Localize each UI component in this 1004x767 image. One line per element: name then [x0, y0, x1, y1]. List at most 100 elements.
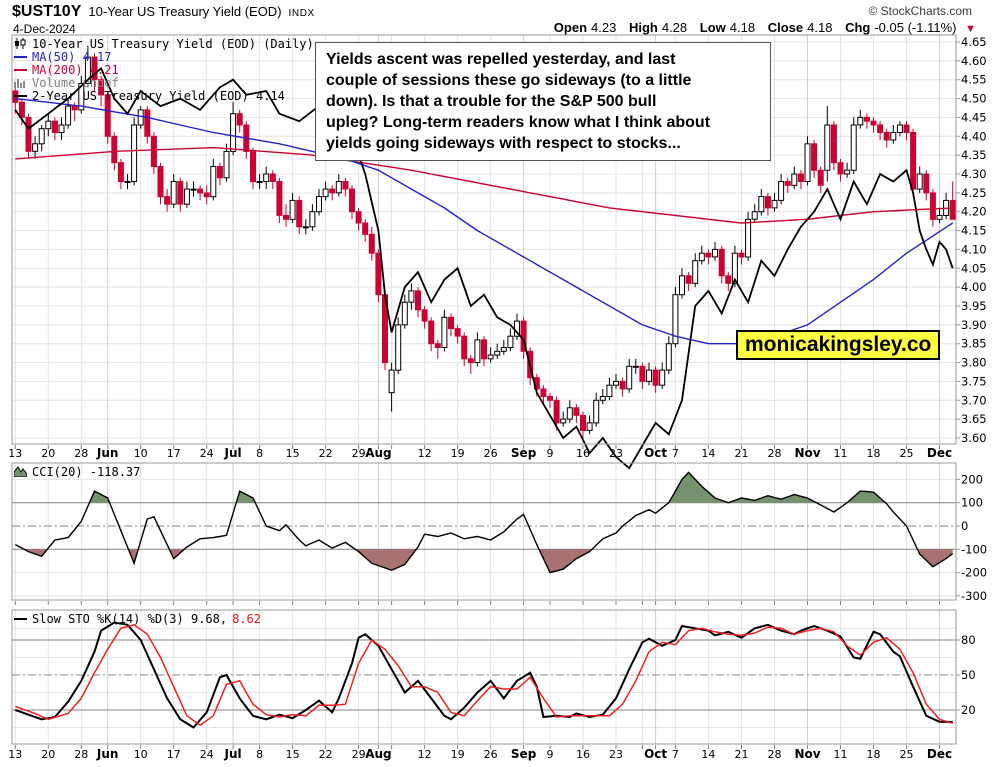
svg-text:21: 21 — [735, 748, 749, 761]
close-label: Close — [767, 20, 804, 35]
reference-levels — [12, 502, 956, 711]
svg-text:19: 19 — [451, 447, 465, 460]
legend-cci-label: CCI(20) -118.37 — [32, 464, 141, 479]
svg-text:22: 22 — [319, 748, 333, 761]
svg-text:4.35: 4.35 — [961, 148, 987, 162]
svg-text:Aug: Aug — [365, 446, 391, 460]
svg-text:11: 11 — [834, 447, 848, 460]
svg-text:80: 80 — [961, 633, 976, 647]
svg-text:Nov: Nov — [794, 747, 820, 761]
legend-cci-row: CCI(20) -118.37 — [14, 464, 141, 479]
svg-text:0: 0 — [961, 519, 968, 533]
high-label: High — [628, 20, 658, 35]
svg-text:Jul: Jul — [224, 747, 242, 761]
low-value: 4.18 — [729, 20, 756, 35]
svg-text:17: 17 — [167, 748, 181, 761]
svg-text:22: 22 — [319, 447, 333, 460]
svg-text:Sep: Sep — [511, 446, 537, 460]
svg-text:4.40: 4.40 — [961, 129, 987, 143]
open-label: Open — [553, 20, 588, 35]
svg-text:13: 13 — [8, 447, 22, 460]
copyright-label: © StockCharts.com — [868, 4, 972, 18]
svg-text:-100: -100 — [961, 542, 987, 556]
svg-text:18: 18 — [867, 748, 881, 761]
cci-positive-fill — [89, 472, 886, 503]
down-triangle-icon: ▼ — [965, 23, 976, 35]
svg-text:3.60: 3.60 — [961, 431, 987, 445]
svg-text:Sep: Sep — [511, 747, 537, 761]
svg-text:15: 15 — [286, 447, 300, 460]
annotation-line: yields going sideways with respect to st… — [326, 135, 681, 152]
svg-text:8: 8 — [256, 748, 263, 761]
svg-text:4.65: 4.65 — [961, 35, 987, 49]
chart-header: $UST10Y 10-Year US Treasury Yield (EOD) IN… — [12, 3, 315, 21]
svg-text:28: 28 — [768, 447, 782, 460]
line-dash-icon — [14, 68, 27, 71]
svg-text:10: 10 — [134, 447, 148, 460]
svg-text:8: 8 — [256, 447, 263, 460]
svg-text:4.00: 4.00 — [961, 280, 987, 294]
svg-text:14: 14 — [701, 447, 715, 460]
legend-sto-row: Slow STO %K(14) %D(3) 9.68, 8.62 — [14, 611, 261, 626]
watermark-label: monicakingsley.co — [736, 330, 941, 360]
svg-text:4.10: 4.10 — [961, 242, 987, 256]
svg-text:28: 28 — [74, 447, 88, 460]
panel-borders — [11, 34, 957, 745]
svg-text:4.45: 4.45 — [961, 110, 987, 124]
legend-volume-label: Volume undef — [32, 75, 119, 90]
close-value: 4.18 — [807, 20, 833, 35]
svg-text:21: 21 — [735, 447, 749, 460]
svg-text:7: 7 — [672, 447, 679, 460]
svg-text:10: 10 — [134, 748, 148, 761]
svg-text:25: 25 — [900, 748, 914, 761]
area-icon — [14, 466, 29, 477]
svg-text:4.55: 4.55 — [961, 73, 987, 87]
svg-text:18: 18 — [867, 447, 881, 460]
svg-text:4.20: 4.20 — [961, 205, 987, 219]
chart-date: 4-Dec-2024 — [13, 22, 76, 36]
cci-line — [14, 471, 954, 574]
svg-text:25: 25 — [900, 447, 914, 460]
cci-legend: CCI(20) -118.37 — [14, 464, 141, 479]
legend-ma200-label: MA(200) 4.21 — [32, 62, 119, 77]
svg-text:-200: -200 — [961, 566, 987, 580]
svg-text:4.50: 4.50 — [961, 92, 987, 106]
svg-text:20: 20 — [41, 748, 55, 761]
legend-ma50-label: MA(50) 4.17 — [32, 49, 112, 64]
svg-text:11: 11 — [834, 748, 848, 761]
svg-text:4.15: 4.15 — [961, 224, 987, 238]
legend-sto-d-value: 8.62 — [232, 611, 261, 626]
svg-text:3.80: 3.80 — [961, 356, 987, 370]
line-dash-icon — [14, 617, 27, 620]
svg-text:26: 26 — [484, 447, 498, 460]
chg-label: Chg — [845, 20, 871, 35]
svg-text:19: 19 — [451, 748, 465, 761]
symbol-label: $UST10Y — [12, 3, 82, 20]
us2y-line — [14, 66, 954, 470]
svg-text:3.70: 3.70 — [961, 393, 987, 407]
svg-text:Jun: Jun — [96, 747, 119, 761]
svg-text:13: 13 — [8, 748, 22, 761]
annotation-line: upleg? Long-term readers know what I thi… — [326, 114, 711, 131]
svg-text:200: 200 — [961, 472, 983, 486]
svg-text:Oct: Oct — [644, 747, 667, 761]
svg-text:3.85: 3.85 — [961, 337, 987, 351]
sto-legend: Slow STO %K(14) %D(3) 9.68, 8.62 — [14, 611, 261, 626]
svg-text:24: 24 — [200, 748, 214, 761]
candlestick-icon — [14, 38, 29, 49]
ma50-line — [15, 97, 954, 345]
svg-text:20: 20 — [961, 703, 976, 717]
svg-text:3.75: 3.75 — [961, 374, 987, 388]
annotation-line: Yields ascent was repelled yesterday, an… — [326, 51, 676, 68]
legend-volume-row: Volume undef — [14, 75, 314, 90]
svg-text:9: 9 — [547, 748, 554, 761]
legend-ma50-row: MA(50) 4.17 — [14, 49, 314, 64]
legend-price-label: 10-Year US Treasury Yield (EOD) (Daily) — [32, 36, 314, 51]
svg-text:-300: -300 — [961, 589, 987, 603]
candlesticks — [12, 45, 956, 438]
svg-text:Jul: Jul — [224, 446, 242, 460]
svg-text:15: 15 — [286, 748, 300, 761]
svg-text:29: 29 — [352, 447, 366, 460]
annotation-box: Yields ascent was repelled yesterday, an… — [315, 42, 771, 161]
